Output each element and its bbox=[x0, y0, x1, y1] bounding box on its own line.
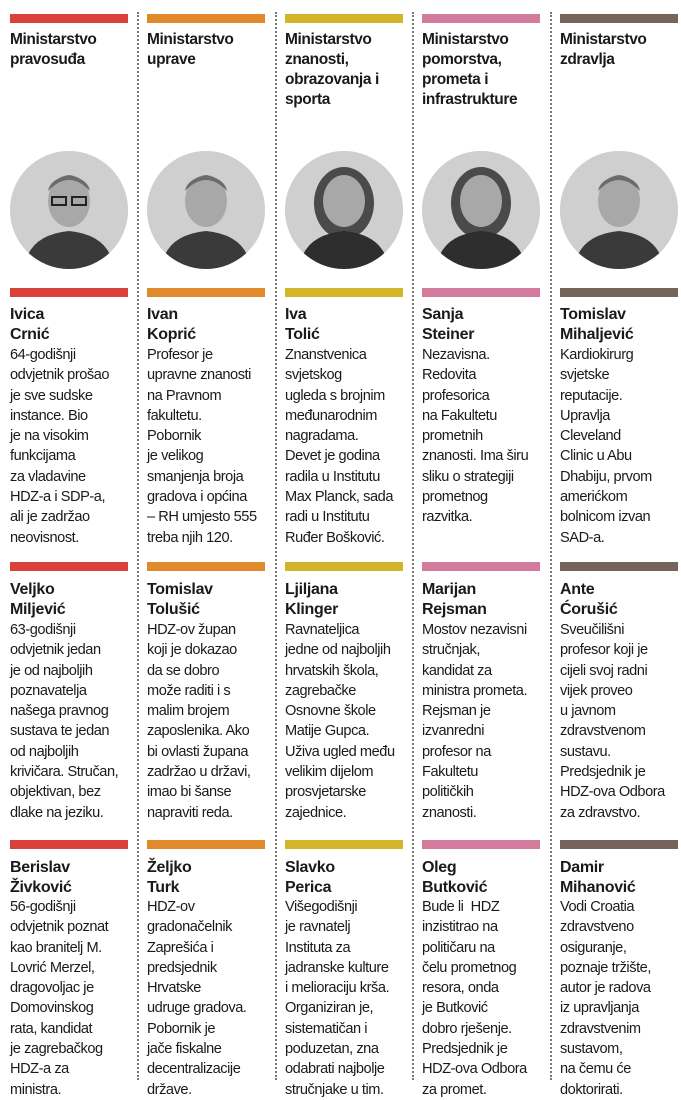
candidate-name: Berislav Živković bbox=[10, 859, 72, 896]
color-bar bbox=[560, 288, 678, 297]
candidate-bio: Znanstvenica svjetskog ugleda s brojnim … bbox=[285, 347, 393, 546]
color-bar bbox=[285, 562, 403, 571]
color-bar bbox=[422, 14, 540, 23]
person-silhouette-icon bbox=[147, 151, 265, 269]
candidate-name: Iva Tolić bbox=[285, 306, 320, 343]
candidate-name: Slavko Perica bbox=[285, 859, 335, 896]
portrait-photo bbox=[422, 151, 540, 269]
candidate-bio: Ravnateljica jedne od najboljih hrvatski… bbox=[285, 622, 395, 821]
candidate-name: Ljiljana Klinger bbox=[285, 581, 339, 618]
candidate-bio: 64-godišnji odvjetnik prošao je sve suds… bbox=[10, 347, 110, 546]
candidate-bio: Sveučilišni profesor koji je cijeli svoj… bbox=[560, 622, 665, 821]
color-bar bbox=[147, 288, 265, 297]
candidate-name: Ante Ćorušić bbox=[560, 581, 618, 618]
column-divider bbox=[412, 12, 414, 1080]
candidate-bio: Višegodišnji je ravnatelj Instituta za j… bbox=[285, 899, 390, 1098]
color-bar bbox=[10, 562, 128, 571]
person-silhouette-icon bbox=[285, 151, 403, 269]
column-divider bbox=[137, 12, 139, 1080]
color-bar bbox=[560, 840, 678, 849]
ministry-title: Ministarstvo zdravlja bbox=[560, 31, 647, 68]
color-bar bbox=[147, 840, 265, 849]
candidate-bio: HDZ-ov gradonačelnik Zaprešića i predsje… bbox=[147, 899, 247, 1098]
ministry-title: Ministarstvo pomorstva, prometa i infras… bbox=[422, 31, 518, 108]
color-bar bbox=[147, 14, 265, 23]
candidate-bio: Mostov nezavisni stručnjak, kandidat za … bbox=[422, 622, 528, 821]
candidate-name: Tomislav Mihaljević bbox=[560, 306, 634, 343]
candidate-name: Damir Mihanović bbox=[560, 859, 636, 896]
color-bar bbox=[10, 14, 128, 23]
candidate-name: Tomislav Tolušić bbox=[147, 581, 213, 618]
color-bar bbox=[10, 840, 128, 849]
color-bar bbox=[285, 840, 403, 849]
portrait-photo bbox=[285, 151, 403, 269]
candidate-bio: 56-godišnji odvjetnik poznat kao branite… bbox=[10, 899, 109, 1098]
column-divider bbox=[550, 12, 552, 1080]
candidate-bio: 63-godišnji odvjetnik jedan je od najbol… bbox=[10, 622, 119, 821]
ministry-title: Ministarstvo pravosuđa bbox=[10, 31, 97, 68]
ministry-column: Ministarstvo pomorstva, prometa i infras… bbox=[422, 0, 540, 1098]
color-bar bbox=[560, 562, 678, 571]
color-bar bbox=[147, 562, 265, 571]
candidate-bio: Kardiokirurg svjetske reputacije. Upravl… bbox=[560, 347, 652, 546]
ministry-title: Ministarstvo uprave bbox=[147, 31, 234, 68]
color-bar bbox=[422, 562, 540, 571]
ministry-title: Ministarstvo znanosti, obrazovanja i spo… bbox=[285, 31, 379, 108]
candidate-bio: Bude li HDZ inzistitrao na političaru na… bbox=[422, 899, 527, 1098]
candidate-bio: HDZ-ov župan koji je dokazao da se dobro… bbox=[147, 622, 251, 821]
color-bar bbox=[422, 840, 540, 849]
ministry-column: Ministarstvo pravosuđa Ivica Crnić 64-godi… bbox=[10, 0, 128, 1098]
candidate-name: Sanja Steiner bbox=[422, 306, 475, 343]
candidate-name: Oleg Butković bbox=[422, 859, 488, 896]
candidate-bio: Nezavisna. Redovita profesorica na Fakul… bbox=[422, 347, 529, 526]
color-bar bbox=[285, 288, 403, 297]
candidate-name: Marijan Rejsman bbox=[422, 581, 487, 618]
candidate-name: Ivica Crnić bbox=[10, 306, 50, 343]
color-bar bbox=[10, 288, 128, 297]
ministry-column: Ministarstvo zdravlja Tomislav Mihaljević… bbox=[560, 0, 678, 1098]
candidate-name: Veljko Miljević bbox=[10, 581, 66, 618]
color-bar bbox=[560, 14, 678, 23]
portrait-photo bbox=[560, 151, 678, 269]
candidate-bio: Profesor je upravne znanosti na Pravnom … bbox=[147, 347, 257, 546]
person-silhouette-icon bbox=[10, 151, 128, 269]
color-bar bbox=[285, 14, 403, 23]
candidate-name: Željko Turk bbox=[147, 859, 192, 896]
person-silhouette-icon bbox=[422, 151, 540, 269]
ministry-column: Ministarstvo uprave Ivan Koprić Profesor j… bbox=[147, 0, 265, 1098]
color-bar bbox=[422, 288, 540, 297]
portrait-photo bbox=[147, 151, 265, 269]
portrait-photo bbox=[10, 151, 128, 269]
column-divider bbox=[275, 12, 277, 1080]
candidate-name: Ivan Koprić bbox=[147, 306, 196, 343]
person-silhouette-icon bbox=[560, 151, 678, 269]
ministry-column: Ministarstvo znanosti, obrazovanja i spo… bbox=[285, 0, 403, 1098]
candidate-bio: Vodi Croatia zdravstveno osiguranje, poz… bbox=[560, 899, 651, 1098]
